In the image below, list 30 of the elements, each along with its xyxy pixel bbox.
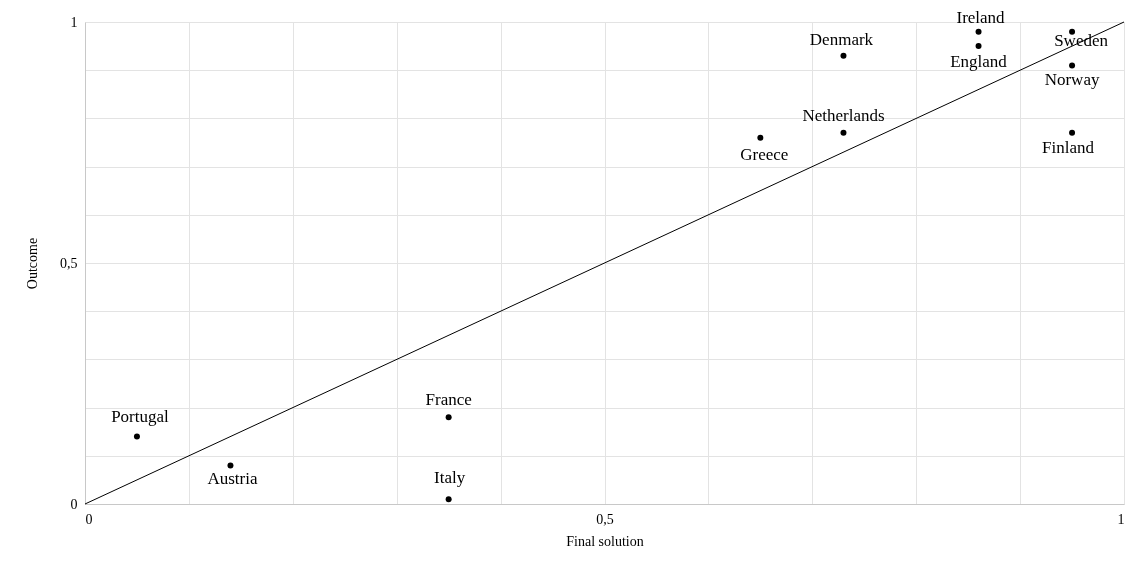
point (445, 496, 452, 503)
point (445, 414, 452, 421)
point (133, 433, 140, 440)
point (1069, 129, 1076, 136)
annotation: Portugal (111, 406, 170, 426)
y-tick-label: 0,5 (60, 255, 78, 271)
point (840, 52, 847, 59)
annotation: England (950, 52, 1008, 72)
annotation: Greece (740, 144, 789, 164)
annotation: Ireland (956, 7, 1006, 27)
x-tick-label: 1 (1117, 511, 1125, 527)
annotation: Norway (1044, 70, 1100, 90)
annotation: France (425, 390, 472, 410)
point (227, 462, 234, 469)
y-tick-label: 0 (70, 496, 78, 512)
annotation: Italy (434, 468, 466, 488)
x-tick-label: 0,5 (596, 511, 614, 527)
annotation: Austria (207, 469, 258, 489)
point (1069, 62, 1076, 69)
annotation: Denmark (809, 29, 874, 49)
x-axis-title: Final solution (566, 533, 644, 549)
annotation: Finland (1042, 137, 1095, 157)
point (840, 129, 847, 136)
y-axis-title: Outcome (25, 237, 40, 290)
point (757, 134, 764, 141)
x-tick-label: 0 (85, 511, 93, 527)
y-tick-label: 1 (70, 14, 78, 30)
annotation: Netherlands (802, 105, 885, 125)
point (975, 28, 982, 35)
point (975, 43, 982, 50)
